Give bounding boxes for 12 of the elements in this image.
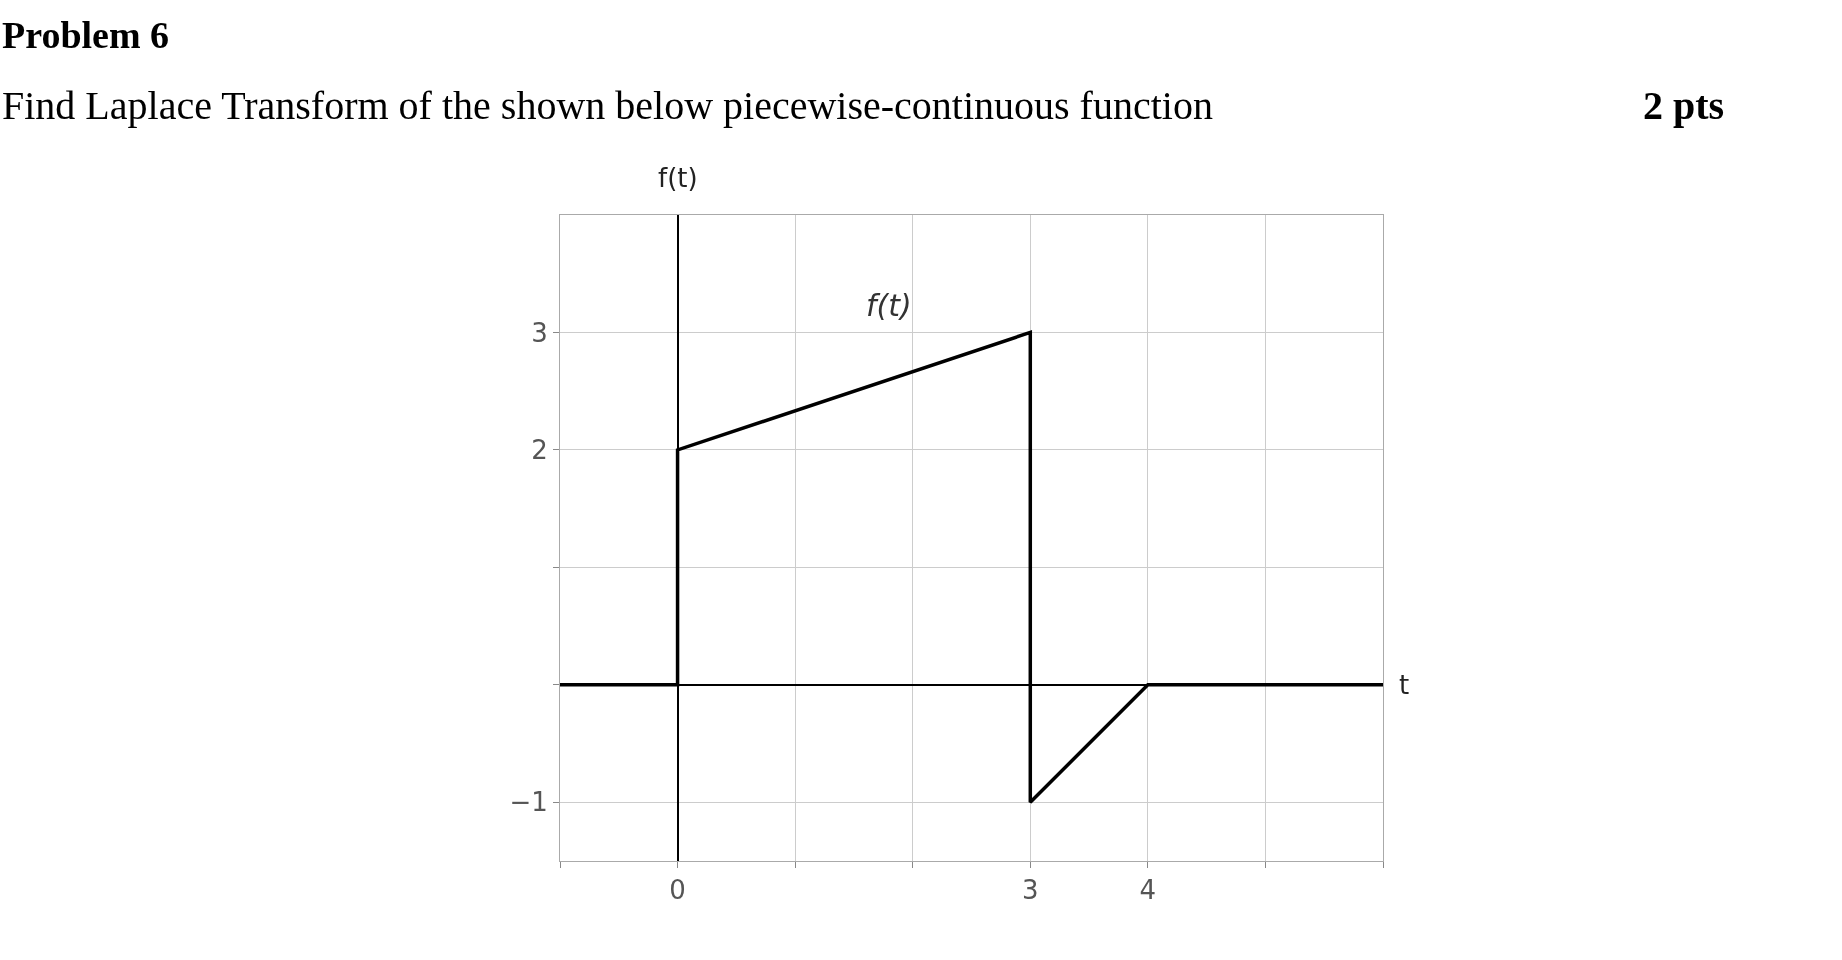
- series-label: f(t): [866, 288, 912, 323]
- x-tick-label: 3: [1022, 875, 1039, 906]
- y-tick-label: −1: [509, 787, 548, 818]
- chart-subtitle: Find Laplace Transform of the shown below piecewise-continuous function: [2, 83, 1213, 128]
- text: 2 pts: [1643, 83, 1725, 128]
- y-tick-label: 2: [531, 435, 548, 466]
- x-tick-label: 0: [669, 875, 686, 906]
- y-tick-label: 3: [531, 317, 548, 348]
- x-axis-title: t: [1399, 670, 1410, 700]
- text: Problem 6: [2, 14, 170, 56]
- x-tick-label: 4: [1139, 875, 1157, 906]
- y-axis-title: f(t): [658, 163, 698, 193]
